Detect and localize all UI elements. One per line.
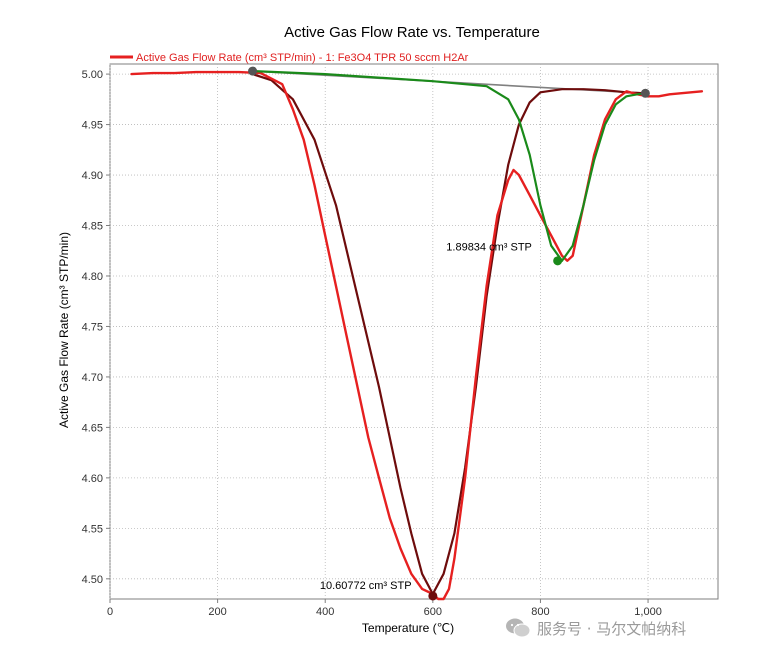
y-tick-label: 4.95 bbox=[82, 120, 103, 132]
y-tick-label: 4.50 bbox=[82, 574, 103, 586]
measured-flow-line bbox=[130, 70, 704, 601]
data-marker bbox=[553, 256, 563, 266]
watermark: 服务号 · 马尔文帕纳科 bbox=[505, 614, 686, 642]
x-tick-label: 0 bbox=[107, 606, 113, 618]
y-tick-label: 4.80 bbox=[82, 271, 103, 283]
x-tick-label: 200 bbox=[208, 606, 226, 618]
x-tick-label: 400 bbox=[316, 606, 334, 618]
legend-label: Active Gas Flow Rate (cm³ STP/min) - 1: … bbox=[136, 52, 469, 64]
data-marker bbox=[428, 591, 438, 601]
x-tick-label: 800 bbox=[531, 606, 549, 618]
x-axis: 0 200 400 600 800 1,000 bbox=[107, 599, 662, 618]
marker-layer bbox=[248, 66, 650, 601]
y-tick-label: 4.85 bbox=[82, 221, 103, 233]
y-tick-label: 4.60 bbox=[82, 473, 103, 485]
data-marker bbox=[248, 66, 258, 76]
series-layer bbox=[130, 69, 704, 601]
y-axis: 4.50 4.55 4.60 4.65 4.70 4.75 4.80 4.85 4.90 4.95… bbox=[82, 69, 110, 586]
y-tick-label: 4.90 bbox=[82, 170, 103, 182]
y-tick-label: 4.75 bbox=[82, 321, 103, 333]
data-marker bbox=[640, 88, 650, 98]
watermark-text: 服务号 · 马尔文帕纳科 bbox=[537, 619, 687, 638]
peak-1-fit-line bbox=[251, 72, 647, 596]
y-tick-label: 4.55 bbox=[82, 523, 103, 535]
peak-2-fit-line bbox=[251, 69, 647, 262]
x-axis-label: Temperature (℃) bbox=[362, 621, 454, 635]
legend: Active Gas Flow Rate (cm³ STP/min) - 1: … bbox=[110, 52, 469, 64]
x-tick-label: 1,000 bbox=[634, 606, 662, 618]
peak-area-annotation: 1.89834 cm³ STP bbox=[446, 242, 532, 254]
peak-area-annotation: 10.60772 cm³ STP bbox=[320, 580, 412, 592]
chart-title: Active Gas Flow Rate vs. Temperature bbox=[284, 24, 540, 41]
y-tick-label: 4.65 bbox=[82, 422, 103, 434]
y-tick-label: 4.70 bbox=[82, 372, 103, 384]
annotation-layer: 10.60772 cm³ STP 1.89834 cm³ STP bbox=[320, 242, 532, 592]
y-tick-label: 5.00 bbox=[82, 69, 103, 81]
x-tick-label: 600 bbox=[424, 606, 442, 618]
y-axis-label: Active Gas Flow Rate (cm³ STP/min) bbox=[57, 232, 71, 428]
wechat-icon bbox=[505, 617, 531, 639]
plot-area bbox=[109, 63, 719, 600]
